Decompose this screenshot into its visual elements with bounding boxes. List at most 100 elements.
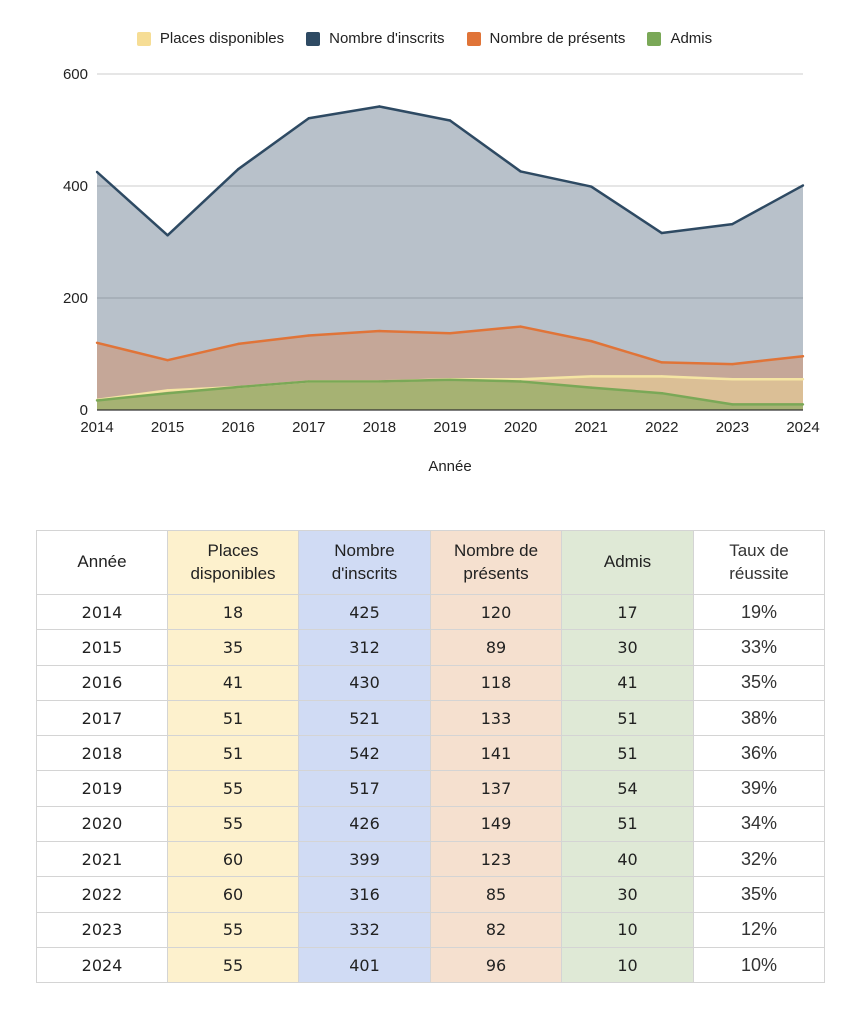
cell-admis: 41 (561, 664, 694, 701)
cell-taux: 19% (693, 593, 825, 631)
header-admis: Admis (561, 530, 694, 595)
cell-places: 60 (167, 876, 299, 913)
legend-item-inscrits: Nombre d'inscrits (306, 30, 445, 47)
y-tick-label: 600 (63, 66, 88, 83)
point-admis (801, 403, 805, 406)
header-presents: Nombre de présents (430, 530, 562, 595)
area-inscrits (97, 106, 803, 410)
cell-places: 51 (167, 735, 299, 772)
chart-plot-area: 0 200 400 600 2014 2015 2016 2017 2018 2019 2020 20… (63, 66, 820, 475)
x-tick-label: 2018 (363, 419, 396, 436)
point-inscrits (801, 184, 805, 187)
cell-taux: 36% (693, 735, 825, 772)
x-tick-label: 2020 (504, 419, 537, 436)
cell-inscrits: 521 (298, 699, 431, 737)
cell-taux: 12% (693, 911, 825, 948)
point-inscrits (660, 231, 663, 235)
x-axis-label: Année (428, 458, 471, 475)
point-presents (448, 332, 452, 335)
legend-swatch-admis (647, 31, 662, 46)
point-admis (590, 386, 593, 389)
point-places (166, 389, 169, 392)
cell-admis: 51 (561, 735, 694, 772)
header-places-line1: Places (207, 540, 259, 560)
legend-item-admis: Admis (647, 30, 712, 47)
cell-presents: 137 (430, 770, 562, 807)
point-presents (307, 334, 310, 337)
table-row: 2024 55 401 96 10 10% (36, 946, 825, 984)
cell-presents: 149 (430, 805, 562, 843)
cell-admis: 10 (561, 911, 694, 948)
point-presents (731, 362, 734, 366)
x-tick-label: 2017 (292, 419, 325, 436)
point-places (660, 375, 663, 378)
cell-presents: 141 (430, 735, 562, 772)
header-presents-line1: Nombre de (453, 540, 539, 560)
point-inscrits (519, 170, 522, 173)
table-row: 2015 35 312 89 30 33% (36, 629, 825, 666)
cell-presents: 118 (430, 664, 562, 701)
point-admis (307, 380, 310, 383)
cell-inscrits: 399 (298, 841, 431, 878)
header-presents-line2: présents (463, 563, 529, 583)
legend-label-places: Places disponibles (159, 30, 285, 47)
cell-admis: 54 (561, 770, 694, 807)
cell-admis: 17 (561, 593, 694, 631)
point-admis (378, 380, 381, 383)
cell-inscrits: 426 (298, 805, 431, 843)
cell-annee: 2020 (36, 805, 168, 843)
cell-inscrits: 430 (298, 664, 431, 701)
x-tick-label: 2022 (645, 419, 678, 436)
cell-places: 60 (167, 841, 299, 878)
header-taux: Taux de réussite (693, 530, 825, 595)
table-row: 2017 51 521 133 51 38% (36, 699, 825, 737)
cell-places: 41 (167, 664, 299, 701)
header-inscrits: Nombre d'inscrits (298, 530, 431, 595)
cell-annee: 2017 (36, 699, 168, 737)
data-table: Année Places disponibles Nombre d'inscri… (36, 530, 825, 984)
point-inscrits (95, 170, 99, 174)
cell-annee: 2019 (36, 770, 168, 807)
cell-presents: 89 (430, 629, 562, 666)
legend-swatch-places (136, 31, 151, 46)
cell-annee: 2015 (36, 629, 168, 666)
table-row: 2019 55 517 137 54 39% (36, 770, 825, 807)
cell-places: 51 (167, 699, 299, 737)
table-header-row: Année Places disponibles Nombre d'inscri… (36, 530, 825, 595)
legend-label-presents: Nombre de présents (489, 30, 626, 47)
point-inscrits (307, 117, 310, 120)
point-inscrits (590, 185, 593, 188)
cell-presents: 123 (430, 841, 562, 878)
point-inscrits (378, 105, 381, 108)
cell-taux: 35% (693, 876, 825, 913)
header-taux-line1: Taux de (729, 540, 789, 560)
point-admis (237, 385, 240, 389)
legend-label-inscrits: Nombre d'inscrits (329, 30, 445, 47)
cell-presents: 120 (430, 593, 562, 631)
cell-admis: 51 (561, 699, 694, 737)
point-admis (95, 399, 99, 402)
point-inscrits (731, 222, 734, 226)
cell-taux: 39% (693, 770, 825, 807)
cell-annee: 2016 (36, 664, 168, 701)
point-inscrits (166, 234, 169, 237)
cell-inscrits: 401 (298, 946, 431, 984)
cell-admis: 30 (561, 629, 694, 666)
point-presents (166, 358, 169, 362)
x-tick-label: 2014 (80, 419, 113, 436)
legend-swatch-presents (466, 31, 481, 46)
cell-taux: 10% (693, 946, 825, 984)
point-presents (590, 339, 593, 343)
cell-inscrits: 425 (298, 593, 431, 631)
x-tick-label: 2023 (716, 419, 749, 436)
cell-taux: 32% (693, 841, 825, 878)
point-presents (660, 361, 663, 364)
cell-taux: 38% (693, 699, 825, 737)
point-presents (378, 329, 381, 333)
cell-inscrits: 316 (298, 876, 431, 913)
x-tick-label: 2024 (786, 419, 819, 436)
y-tick-label: 400 (63, 178, 88, 195)
table-row: 2020 55 426 149 51 34% (36, 805, 825, 843)
point-inscrits (237, 168, 240, 171)
cell-places: 35 (167, 629, 299, 666)
